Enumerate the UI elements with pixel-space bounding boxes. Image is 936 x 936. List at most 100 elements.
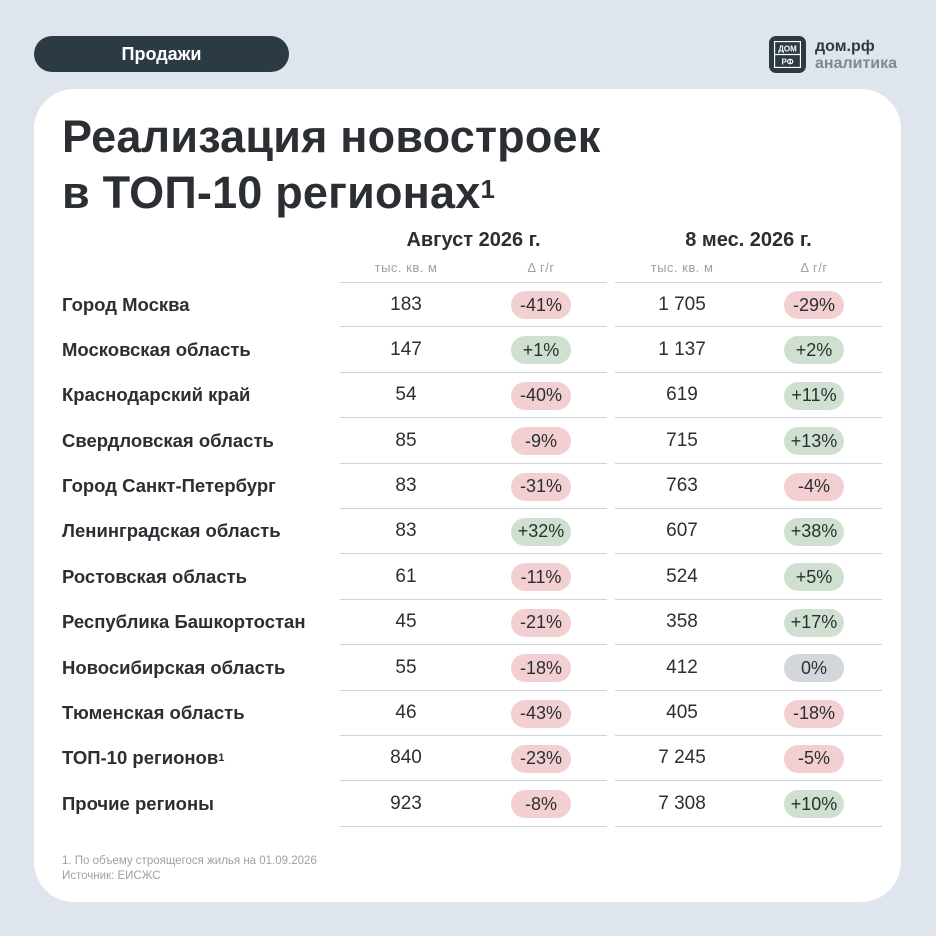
august-delta-badge: -43%	[511, 699, 571, 728]
august-value: 61	[395, 565, 417, 587]
table-row: Прочие регионы 923 -8% 7 308 +10%	[62, 781, 883, 827]
8-months-delta-badge: -29%	[784, 291, 844, 319]
row-divider	[615, 598, 882, 600]
8-months-value: 7 308	[658, 792, 706, 814]
row-divider	[340, 553, 607, 555]
8-months-delta-badge: 0%	[784, 654, 844, 683]
row-divider	[615, 825, 882, 827]
region-name: ТОП-10 регионов 1	[62, 747, 225, 769]
title-line-1: Реализация новостроек	[62, 111, 601, 162]
row-divider	[340, 825, 607, 827]
8-months-delta-badge: +10%	[784, 790, 844, 819]
row-divider	[615, 734, 882, 736]
august-delta-badge: -11%	[511, 563, 571, 592]
8-months-value: 412	[666, 656, 698, 678]
8-months-delta-badge: +13%	[784, 427, 844, 456]
august-value: 183	[390, 293, 422, 315]
column-group-august: Август 2026 г.	[406, 229, 541, 251]
august-delta-badge: -18%	[511, 654, 571, 683]
august-delta-badge: -31%	[511, 472, 571, 501]
august-value: 83	[395, 475, 417, 497]
8-months-value: 607	[666, 520, 698, 542]
section-tag: Продажи	[34, 36, 289, 72]
row-divider	[615, 326, 882, 328]
region-name: Краснодарский край	[62, 384, 251, 406]
row-divider	[615, 780, 882, 782]
august-delta-badge: -23%	[511, 744, 571, 773]
row-divider	[340, 326, 607, 328]
region-footnote-mark: 1	[218, 752, 225, 765]
8-months-value: 7 245	[658, 747, 706, 769]
8-months-value: 715	[666, 429, 698, 451]
row-divider	[615, 553, 882, 555]
svg-text:РФ: РФ	[781, 58, 793, 67]
row-divider	[340, 282, 607, 283]
8-months-value: 763	[666, 475, 698, 497]
row-divider	[340, 417, 607, 419]
table-row: Ленинградская область 83 +32% 607 +38%	[62, 509, 883, 555]
8-months-delta-badge: +17%	[784, 608, 844, 637]
row-divider	[340, 371, 607, 373]
delta-header-8-months: Δ г/г	[800, 260, 828, 275]
region-name: Город Санкт-Петербург	[62, 475, 276, 497]
table-row: Новосибирская область 55 -18% 412 0%	[62, 645, 883, 691]
region-name: Новосибирская область	[62, 656, 286, 678]
brand-name: дом.рф	[815, 37, 875, 55]
title-footnote-mark: 1	[480, 174, 496, 204]
brand-logo-block: ДОМ РФ дом.рф аналитика	[769, 36, 897, 73]
table-row: Краснодарский край 54 -40% 619 +11%	[62, 373, 883, 419]
august-delta-badge: -41%	[511, 291, 571, 319]
row-divider	[340, 507, 607, 509]
table-row: Свердловская область 85 -9% 715 +13%	[62, 418, 883, 464]
table-row: Тюменская область 46 -43% 405 -18%	[62, 691, 883, 736]
region-name: Московская область	[62, 338, 251, 360]
unit-header-8-months: тыс. кв. м	[650, 260, 714, 275]
row-divider	[340, 644, 607, 646]
august-delta-badge: +32%	[511, 517, 571, 546]
row-divider	[615, 462, 882, 464]
page-title: Реализация новостроек в ТОП-10 регионах1	[62, 109, 601, 221]
august-delta-badge: -40%	[511, 381, 571, 410]
8-months-value: 405	[666, 702, 698, 724]
region-name: Ленинградская область	[62, 520, 281, 542]
row-divider	[615, 417, 882, 419]
august-value: 840	[390, 747, 422, 769]
august-delta-badge: -21%	[511, 608, 571, 637]
8-months-value: 1 705	[658, 293, 706, 315]
august-value: 54	[395, 384, 417, 406]
brand-subtitle: аналитика	[815, 54, 898, 72]
footnote-line: 1. По объему строящегося жилья на 01.09.…	[62, 855, 317, 867]
row-divider	[615, 689, 882, 691]
august-value: 85	[395, 429, 417, 451]
column-group-8-months: 8 мес. 2026 г.	[685, 229, 812, 251]
8-months-delta-badge: +11%	[784, 381, 844, 410]
8-months-delta-badge: +2%	[784, 336, 844, 365]
table-row: Республика Башкортостан 45 -21% 358 +17%	[62, 600, 883, 646]
row-divider	[340, 734, 607, 736]
table-row: Ростовская область 61 -11% 524 +5%	[62, 554, 883, 600]
row-divider	[615, 644, 882, 646]
august-value: 45	[395, 611, 417, 633]
8-months-value: 1 137	[658, 338, 706, 360]
footnote: 1. По объему строящегося жилья на 01.09.…	[62, 854, 317, 884]
title-line-2: в ТОП-10 регионах1	[62, 167, 496, 218]
august-value: 83	[395, 520, 417, 542]
region-name: Свердловская область	[62, 429, 274, 451]
8-months-delta-badge: -4%	[784, 472, 844, 501]
august-delta-badge: -8%	[511, 790, 571, 819]
8-months-value: 524	[666, 565, 698, 587]
domrf-logo-icon: ДОМ РФ	[769, 36, 806, 73]
row-divider	[615, 282, 882, 283]
unit-header-august: тыс. кв. м	[374, 260, 438, 275]
august-value: 55	[395, 656, 417, 678]
region-name: Ростовская область	[62, 565, 248, 587]
row-divider	[340, 689, 607, 691]
regions-table: Город Москва 183 -41% 1 705 -29% Московская о…	[62, 282, 883, 827]
august-delta-badge: +1%	[511, 336, 571, 365]
row-divider	[615, 371, 882, 373]
table-row: Город Москва 183 -41% 1 705 -29%	[62, 282, 883, 328]
region-name: Республика Башкортостан	[62, 611, 306, 633]
row-divider	[340, 598, 607, 600]
delta-header-august: Δ г/г	[527, 260, 555, 275]
table-row: Город Санкт-Петербург 83 -31% 763 -4%	[62, 464, 883, 509]
